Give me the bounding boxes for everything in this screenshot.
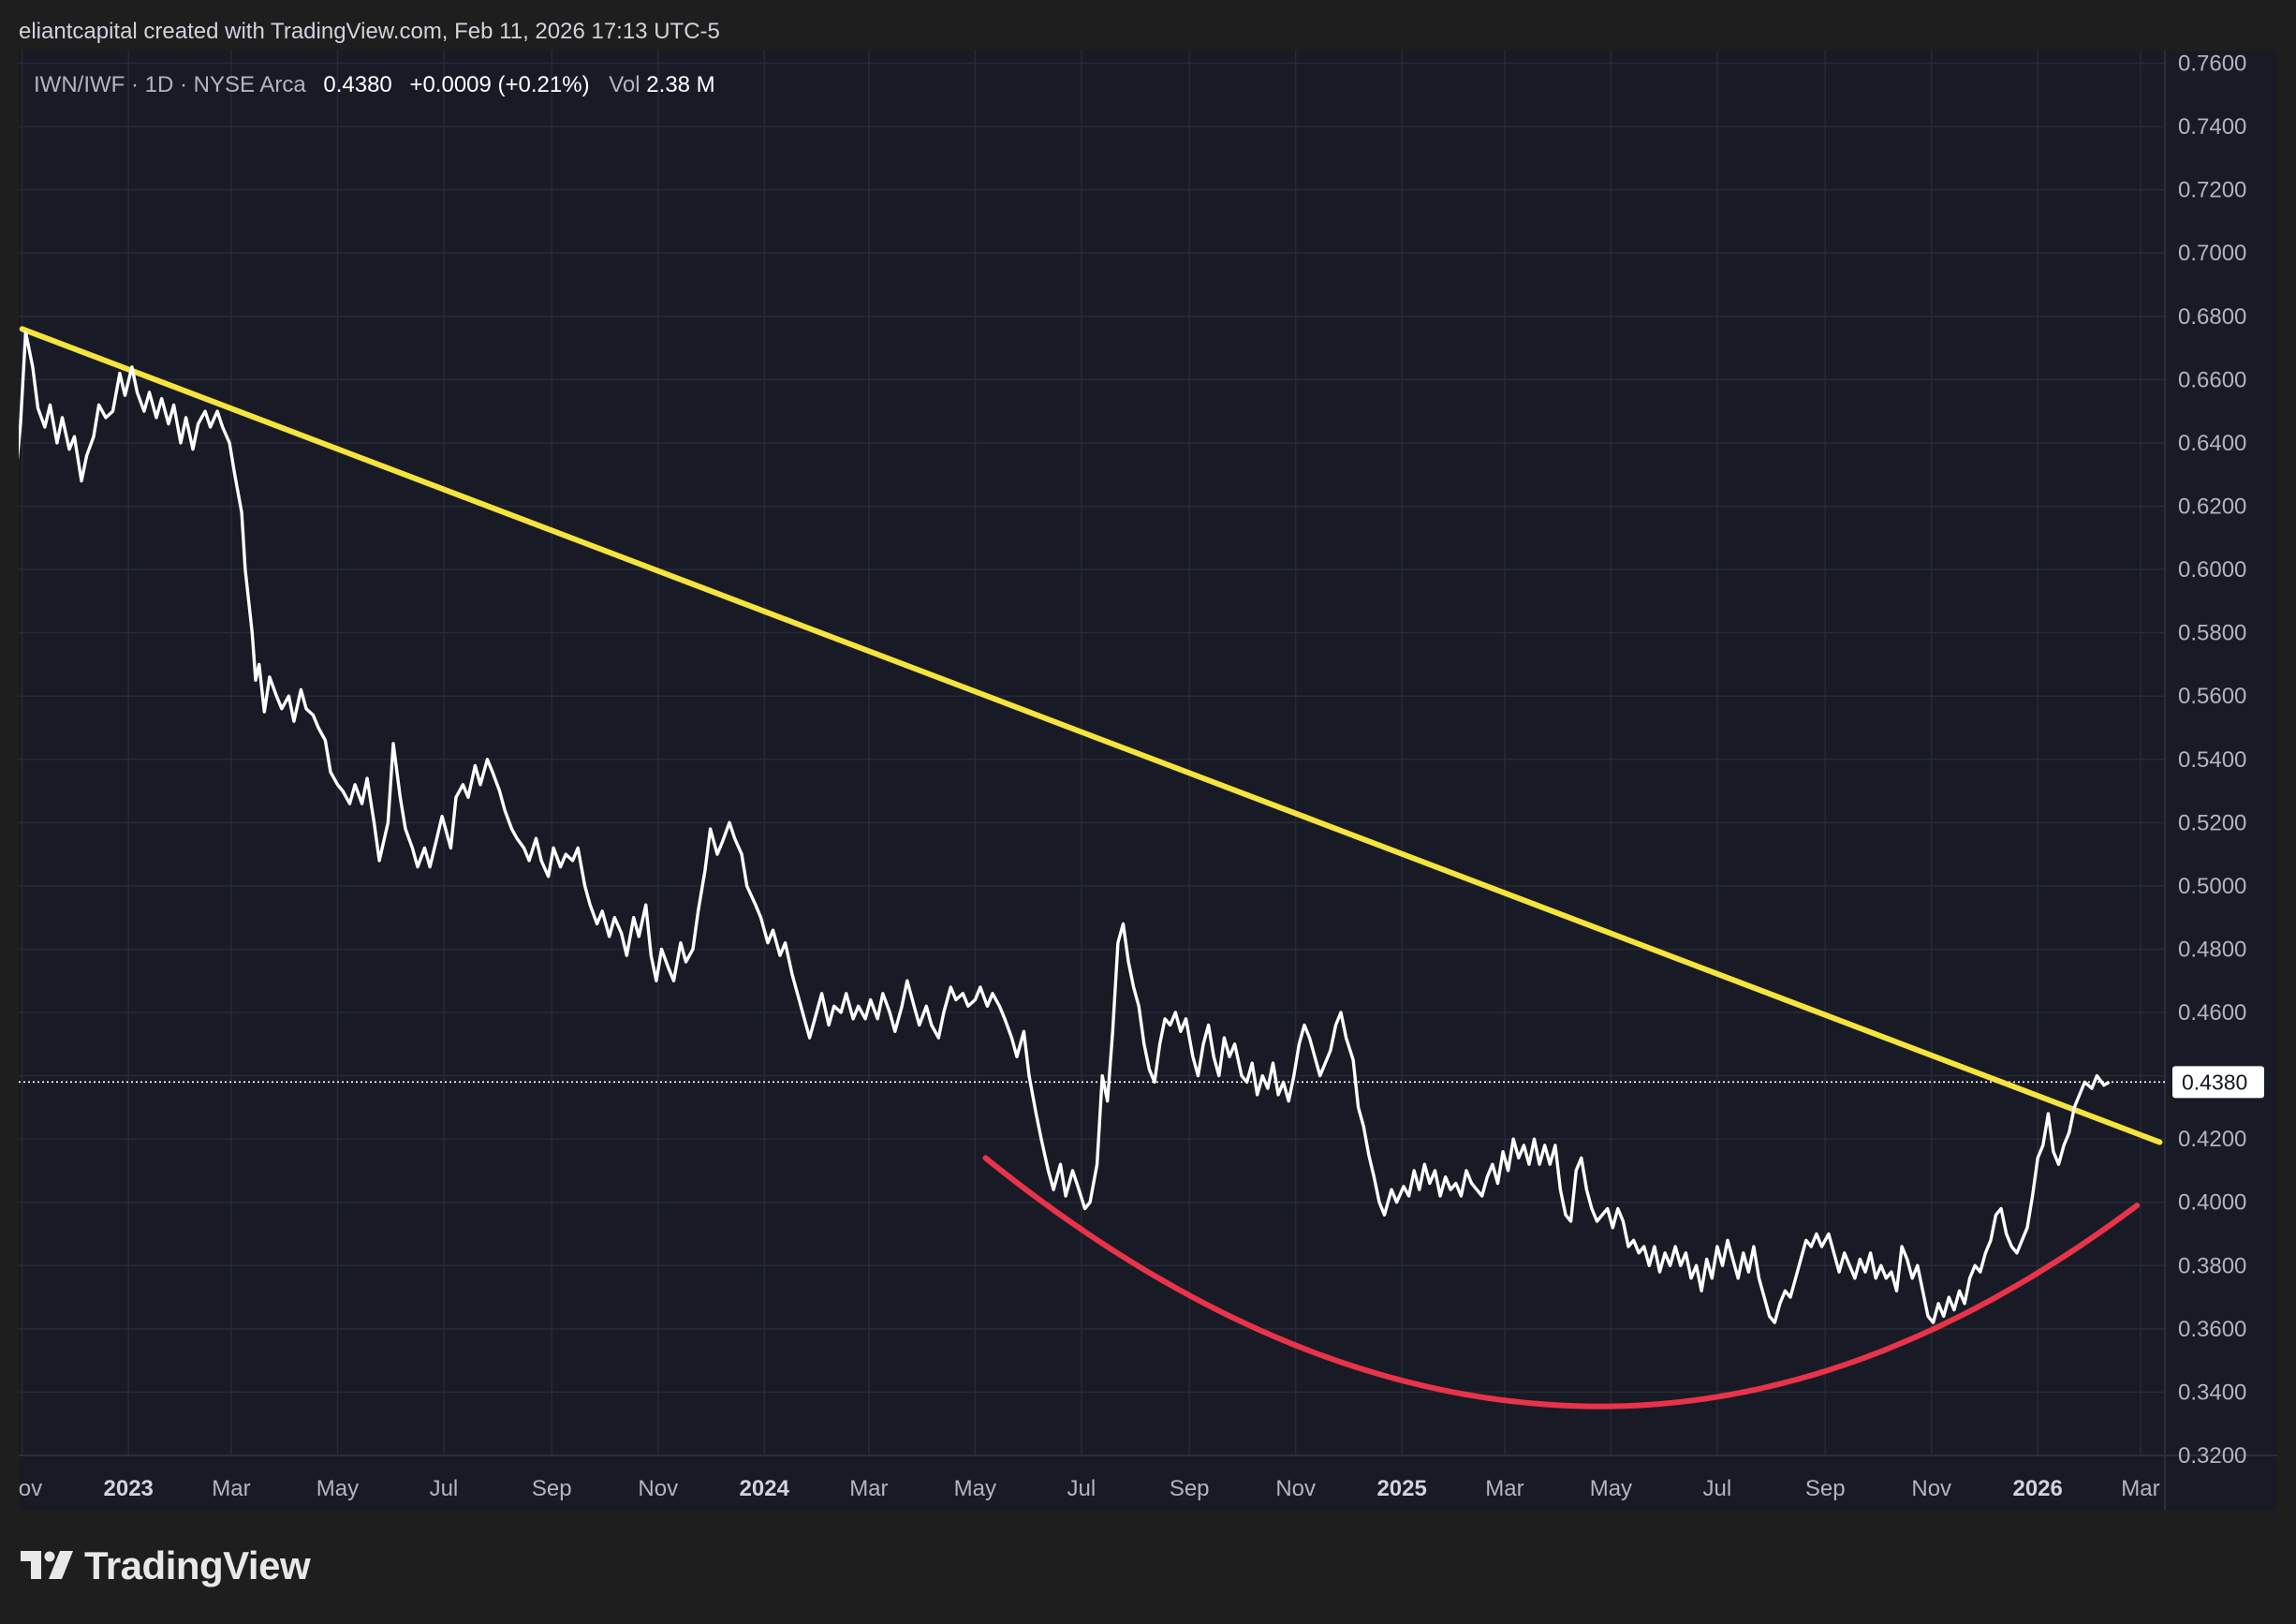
price-axis-tick-label: 0.5400 bbox=[2178, 747, 2246, 773]
time-axis-tick-label: May bbox=[1590, 1476, 1632, 1501]
price-chart[interactable]: 0.7600 0.7400 0.7200 0.7000 0.6800 0.6600 0.64… bbox=[2, 51, 2277, 1510]
tradingview-logo-text: TradingView bbox=[84, 1543, 311, 1587]
time-axis-tick-label: Sep bbox=[532, 1476, 572, 1501]
price-axis-tick-label: 0.6000 bbox=[2178, 557, 2246, 583]
svg-text:IWN/IWF · 1D · NYSE Arca: IWN/IWF · 1D · NYSE Arca 0.4380 +0.0009 … bbox=[34, 72, 715, 97]
price-axis-tick-label: 0.4800 bbox=[2178, 937, 2246, 962]
price-axis-tick-label: 0.5600 bbox=[2178, 684, 2246, 709]
last-price-value: 0.4380 bbox=[2182, 1070, 2247, 1094]
legend-volume-value: 2.38 M bbox=[646, 72, 714, 97]
time-axis-tick-label: May bbox=[316, 1476, 359, 1501]
time-axis-tick-label: Nov bbox=[1911, 1476, 1951, 1501]
price-series-line[interactable] bbox=[13, 331, 2111, 1324]
price-axis-tick-label: 0.3400 bbox=[2178, 1380, 2246, 1405]
price-axis-tick-label: 0.4200 bbox=[2178, 1127, 2246, 1152]
price-axis-tick-label: 0.5000 bbox=[2178, 874, 2246, 899]
price-axis-tick-label: 0.7600 bbox=[2178, 52, 2246, 77]
time-axis-tick-label: May bbox=[954, 1476, 996, 1501]
legend-symbol: IWN/IWF · 1D · NYSE Arca bbox=[34, 72, 306, 97]
time-axis-tick-label: 2025 bbox=[1376, 1476, 1426, 1501]
price-axis-tick-label: 0.5800 bbox=[2178, 621, 2246, 646]
price-axis-background bbox=[2165, 51, 2277, 1510]
tradingview-logo-icon bbox=[21, 1551, 73, 1579]
price-axis-tick-label: 0.3800 bbox=[2178, 1253, 2246, 1278]
legend-volume-label: Vol bbox=[609, 72, 640, 97]
plot-background bbox=[19, 51, 2165, 1510]
time-axis-tick-label: 2023 bbox=[104, 1476, 154, 1501]
price-axis-tick-label: 0.6600 bbox=[2178, 367, 2246, 392]
time-axis-tick-label: Sep bbox=[1170, 1476, 1210, 1501]
tradingview-logo[interactable]: TradingView bbox=[21, 1543, 311, 1588]
symbol-legend[interactable]: IWN/IWF · 1D · NYSE Arca 0.4380 +0.0009 … bbox=[34, 72, 715, 97]
price-axis-tick-label: 0.4600 bbox=[2178, 1000, 2246, 1026]
time-axis-tick-label: Jul bbox=[1703, 1476, 1732, 1501]
time-axis-tick-label: Nov bbox=[19, 1476, 42, 1501]
legend-price: 0.4380 bbox=[323, 72, 391, 97]
chart-credit: eliantcapital created with TradingView.c… bbox=[19, 19, 720, 44]
price-axis-tick-label: 0.6200 bbox=[2178, 494, 2246, 519]
price-axis[interactable]: 0.7600 0.7400 0.7200 0.7000 0.6800 0.6600 0.64… bbox=[2178, 52, 2246, 1469]
time-axis-tick-label: Nov bbox=[1275, 1476, 1316, 1501]
price-axis-tick-label: 0.6400 bbox=[2178, 431, 2246, 456]
price-axis-tick-label: 0.4000 bbox=[2178, 1190, 2246, 1216]
last-price-label: 0.4380 bbox=[2172, 1066, 2264, 1099]
trendline[interactable] bbox=[19, 326, 2163, 1145]
time-axis-tick-label: Mar bbox=[2121, 1476, 2159, 1501]
price-axis-tick-label: 0.3200 bbox=[2178, 1443, 2246, 1469]
rounding-bottom-arc[interactable] bbox=[982, 1155, 2141, 1410]
time-axis-tick-label: 2024 bbox=[740, 1476, 790, 1501]
time-axis-tick-label: Nov bbox=[638, 1476, 678, 1501]
price-axis-tick-label: 0.7000 bbox=[2178, 241, 2246, 266]
price-axis-tick-label: 0.3600 bbox=[2178, 1317, 2246, 1342]
time-axis-tick-label: 2026 bbox=[2012, 1476, 2062, 1501]
price-axis-tick-label: 0.7200 bbox=[2178, 178, 2246, 203]
time-axis-tick-label: Jul bbox=[1067, 1476, 1096, 1501]
time-axis-tick-label: Mar bbox=[212, 1476, 250, 1501]
legend-change: +0.0009 (+0.21%) bbox=[409, 72, 589, 97]
price-axis-tick-label: 0.7400 bbox=[2178, 114, 2246, 140]
time-axis[interactable]: Nov 2023 Mar May Jul Sep Nov 2024 Mar May Jul Sep No… bbox=[2, 1476, 2160, 1501]
time-axis-tick-label: Sep bbox=[1805, 1476, 1846, 1501]
time-axis-tick-label: Mar bbox=[1485, 1476, 1523, 1501]
price-axis-tick-label: 0.5200 bbox=[2178, 810, 2246, 835]
time-axis-tick-label: Jul bbox=[430, 1476, 459, 1501]
time-axis-tick-label: Mar bbox=[849, 1476, 888, 1501]
chart-container[interactable]: 0.7600 0.7400 0.7200 0.7000 0.6800 0.6600 0.64… bbox=[2, 51, 2277, 1510]
price-axis-tick-label: 0.6800 bbox=[2178, 304, 2246, 330]
